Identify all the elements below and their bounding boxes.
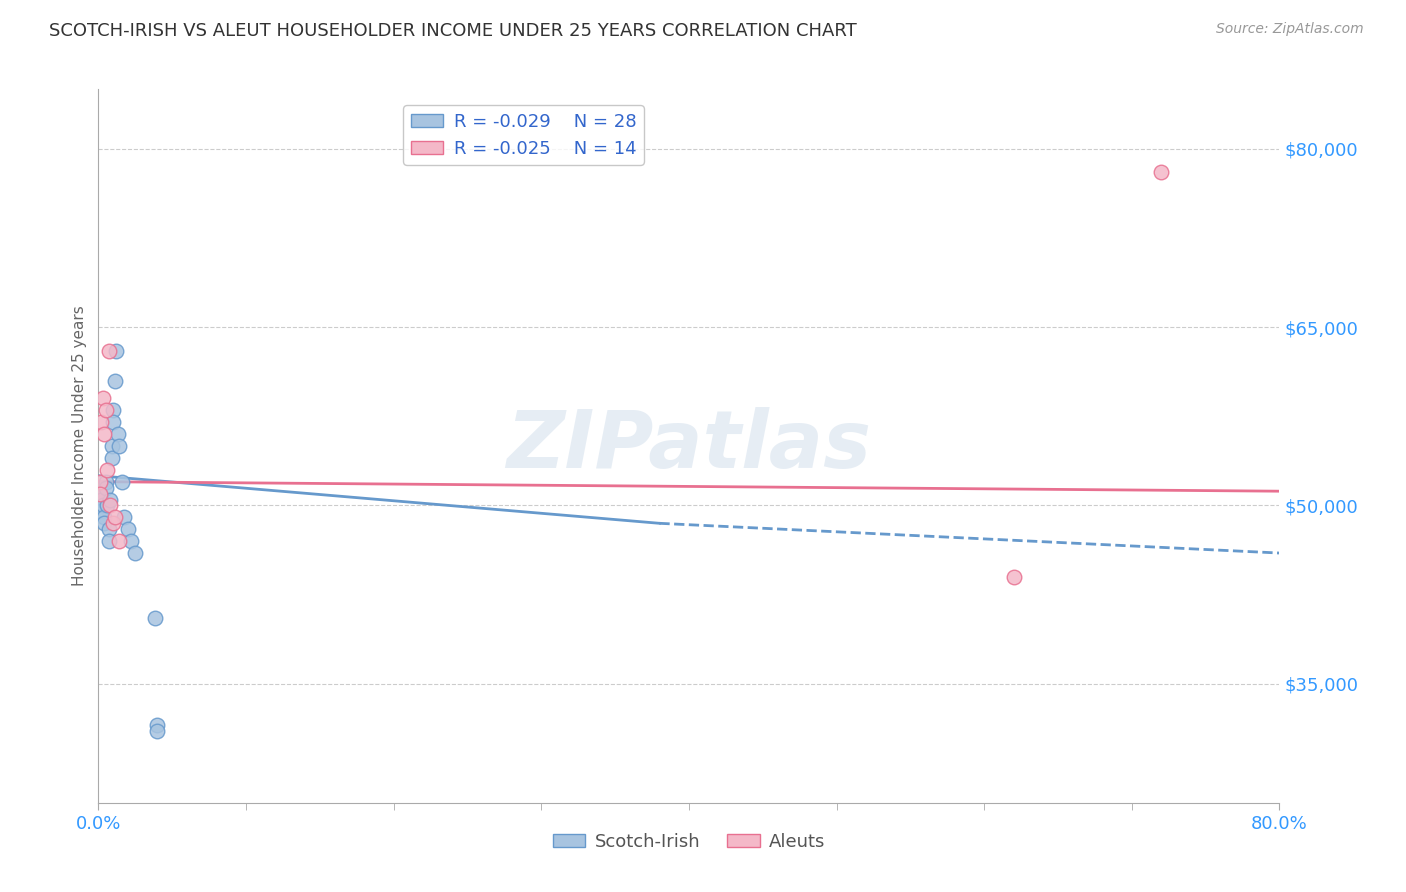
Point [91, 392, 114, 406]
Point [93, 427, 115, 442]
Point [143, 611, 166, 625]
Point [97, 522, 120, 536]
Point [94, 481, 117, 495]
Point [1002, 570, 1025, 584]
Text: ZIPatlas: ZIPatlas [506, 407, 872, 485]
Point [100, 450, 122, 465]
Point [146, 724, 169, 739]
Point [103, 516, 125, 531]
Point [146, 718, 169, 732]
Point [100, 439, 122, 453]
Point [97, 343, 120, 358]
Point [90, 504, 112, 518]
Text: SCOTCH-IRISH VS ALEUT HOUSEHOLDER INCOME UNDER 25 YEARS CORRELATION CHART: SCOTCH-IRISH VS ALEUT HOUSEHOLDER INCOME… [49, 22, 858, 40]
Point [89, 486, 111, 500]
Point [1150, 165, 1173, 179]
Point [105, 343, 128, 358]
Point [104, 374, 127, 388]
Point [94, 403, 117, 417]
Point [124, 546, 146, 560]
Text: Source: ZipAtlas.com: Source: ZipAtlas.com [1216, 22, 1364, 37]
Point [96, 463, 118, 477]
Point [98, 492, 121, 507]
Point [90, 492, 112, 507]
Point [93, 510, 115, 524]
Point [103, 403, 125, 417]
Point [96, 499, 118, 513]
Point [112, 510, 135, 524]
Point [108, 534, 131, 549]
Point [98, 499, 121, 513]
Point [107, 427, 129, 442]
Point [94, 475, 117, 489]
Point [117, 522, 139, 536]
Point [89, 475, 111, 489]
Point [93, 516, 115, 531]
Point [90, 415, 112, 429]
Point [103, 415, 125, 429]
Point [104, 510, 127, 524]
Legend: Scotch-Irish, Aleuts: Scotch-Irish, Aleuts [546, 826, 832, 858]
Point [89, 486, 111, 500]
Y-axis label: Householder Income Under 25 years: Householder Income Under 25 years [72, 306, 87, 586]
Point [108, 439, 131, 453]
Point [120, 534, 142, 549]
Point [111, 475, 134, 489]
Point [97, 534, 120, 549]
Point [91, 499, 114, 513]
